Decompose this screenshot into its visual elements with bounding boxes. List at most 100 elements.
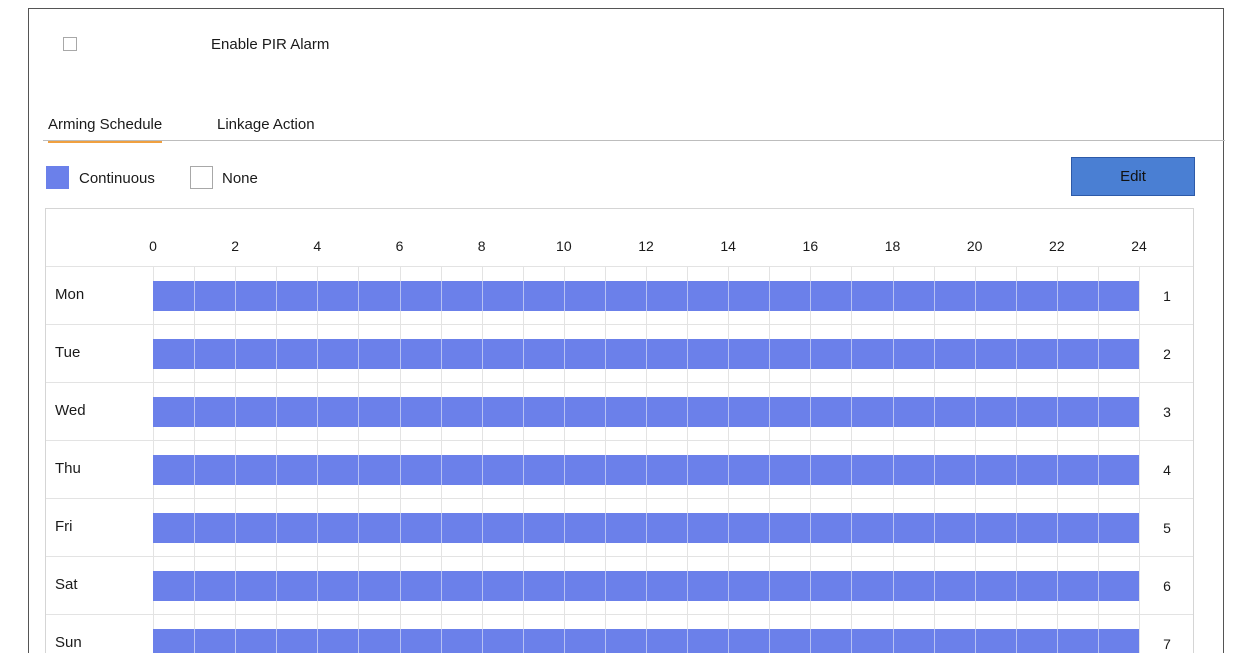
bar-hour-divider [194,571,196,601]
bar-hour-divider [892,455,894,485]
hour-label-22: 22 [1049,238,1065,254]
row-separator [46,614,1193,615]
bar-hour-divider [399,629,401,653]
bar-hour-divider [933,629,935,653]
bar-hour-divider [604,455,606,485]
schedule-bar-fri[interactable] [153,513,1139,543]
bar-hour-divider [974,455,976,485]
bar-hour-divider [810,629,812,653]
none-legend-swatch[interactable] [190,166,213,189]
bar-hour-divider [728,513,730,543]
bar-hour-divider [646,629,647,653]
bar-hour-divider [892,397,894,427]
bar-hour-divider [851,513,853,543]
bar-hour-divider [317,281,319,311]
tab-arming-schedule[interactable]: Arming Schedule [48,116,163,143]
hour-label-20: 20 [966,238,983,254]
hour-label-18: 18 [884,238,901,254]
bar-hour-divider [687,513,689,543]
bar-hour-divider [194,281,196,311]
bar-hour-divider [769,397,771,427]
bar-hour-divider [399,571,401,601]
bar-hour-divider [810,339,812,369]
bar-hour-divider [481,629,483,653]
row-separator [46,440,1193,441]
schedule-bar-tue[interactable] [153,339,1139,369]
enable-pir-alarm-checkbox[interactable] [63,37,77,51]
bar-hour-divider [317,571,319,601]
bar-hour-divider [399,339,401,369]
bar-hour-divider [810,455,812,485]
bar-hour-divider [1097,455,1099,485]
bar-hour-divider [440,455,442,485]
row-separator [46,382,1193,383]
bar-hour-divider [358,281,360,311]
bar-hour-divider [974,513,976,543]
bar-hour-divider [440,629,442,653]
bar-hour-divider [892,281,894,311]
bar-hour-divider [358,571,360,601]
bar-hour-divider [1056,629,1058,653]
bar-hour-divider [1097,629,1099,653]
bar-hour-divider [399,455,401,485]
bar-hour-divider [235,513,237,543]
bar-hour-divider [1056,513,1058,543]
day-label-fri: Fri [55,518,73,535]
bar-hour-divider [769,281,771,311]
bar-hour-divider [646,513,647,543]
schedule-bar-wed[interactable] [153,397,1139,427]
bar-hour-divider [1097,571,1099,601]
bar-hour-divider [892,339,894,369]
bar-hour-divider [235,397,237,427]
bar-hour-divider [522,455,524,485]
bar-hour-divider [563,397,565,427]
hour-label-6: 6 [395,238,404,254]
bar-hour-divider [481,455,483,485]
schedule-bar-sat[interactable] [153,571,1139,601]
bar-hour-divider [440,513,442,543]
bar-hour-divider [358,455,360,485]
bar-hour-divider [522,513,524,543]
hour-label-12: 12 [638,238,654,254]
day-number-6: 6 [1163,578,1171,594]
schedule-bar-mon[interactable] [153,281,1139,311]
bar-hour-divider [851,629,853,653]
row-separator [46,556,1193,557]
bar-hour-divider [276,397,278,427]
bar-hour-divider [1015,281,1017,311]
day-label-sat: Sat [55,576,78,593]
schedule-bar-thu[interactable] [153,455,1139,485]
bar-hour-divider [810,397,812,427]
bar-hour-divider [604,397,606,427]
hour-label-10: 10 [556,238,572,254]
tab-linkage-action[interactable]: Linkage Action [217,116,315,133]
bar-hour-divider [892,513,894,543]
pir-alarm-panel: Enable PIR Alarm Arming Schedule Linkage… [28,8,1225,653]
bar-hour-divider [728,339,730,369]
bar-hour-divider [604,281,606,311]
continuous-legend-swatch[interactable] [46,166,69,189]
hour-label-8: 8 [477,238,486,254]
bar-hour-divider [440,339,442,369]
day-number-7: 7 [1163,636,1171,652]
bar-hour-divider [522,339,524,369]
bar-hour-divider [440,571,442,601]
bar-hour-divider [563,513,565,543]
bar-hour-divider [933,281,935,311]
bar-hour-divider [687,281,689,311]
bar-hour-divider [1015,629,1017,653]
hour-label-16: 16 [802,238,819,254]
edit-button[interactable]: Edit [1071,157,1195,196]
continuous-legend-label: Continuous [79,170,155,187]
bar-hour-divider [1056,397,1058,427]
bar-hour-divider [604,513,606,543]
day-number-2: 2 [1163,346,1171,362]
bar-hour-divider [317,339,319,369]
bar-hour-divider [1015,455,1017,485]
hour-label-2: 2 [231,238,240,254]
bar-hour-divider [851,455,853,485]
bar-hour-divider [399,513,401,543]
bar-hour-divider [522,629,524,653]
schedule-bar-sun[interactable] [153,629,1139,653]
bar-hour-divider [646,455,647,485]
